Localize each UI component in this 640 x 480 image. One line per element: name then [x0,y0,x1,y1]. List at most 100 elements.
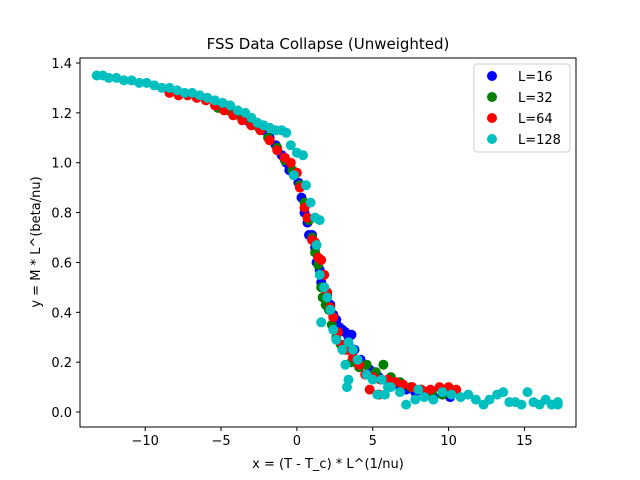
data-point [141,77,152,88]
data-point [322,292,333,303]
legend-box [473,63,571,153]
data-point [446,389,457,400]
x-tick-label: −10 [132,434,159,449]
data-point [378,359,389,370]
data-point [367,374,378,385]
data-point [364,384,375,395]
data-point [202,92,213,103]
legend: L=16 L=32 L=64 L=128 [473,63,571,153]
series-l128 [91,70,563,410]
data-point [187,87,198,98]
data-point [340,359,351,370]
data-point [126,75,137,86]
data-point [337,344,348,355]
legend-marker-l32 [487,92,497,102]
data-point [331,334,342,345]
data-point [194,90,205,101]
x-tick-label: 5 [369,434,377,449]
y-tick-label: 1.2 [51,107,72,122]
data-point [316,317,327,328]
y-tick-label: 1.0 [51,157,72,172]
data-point [232,105,243,116]
data-point [328,324,339,335]
data-point [134,77,145,88]
legend-label-l16: L=16 [518,70,553,85]
data-point [298,150,308,161]
x-tick-label: 10 [440,434,457,449]
data-point [455,392,466,403]
x-axis: −10 −5 0 5 10 15 [132,427,533,449]
y-tick-label: 0.2 [51,356,72,371]
y-axis-title: y = M * L^(beta/nu) [29,176,44,307]
data-point [343,374,354,385]
data-point [311,240,322,250]
data-point [382,382,393,393]
data-point [498,387,509,398]
legend-label-l32: L=32 [518,91,553,106]
data-point [325,304,336,315]
data-point [372,389,383,400]
plot-frame [79,57,577,428]
y-tick-label: 0.6 [51,256,72,271]
data-point [395,387,405,398]
data-point [376,374,387,385]
plot-points [91,70,563,410]
y-tick-label: 0.8 [51,207,72,222]
data-point [285,157,296,168]
data-point [522,387,533,398]
data-point [401,399,412,410]
data-point [288,170,299,181]
legend-label-l64: L=64 [518,112,553,127]
data-point [342,382,352,393]
data-point [225,100,236,111]
data-point [111,72,122,83]
y-axis: 0.0 0.2 0.4 0.6 0.8 1.0 1.2 1.4 [51,57,80,421]
data-point [343,337,354,348]
legend-marker-l16 [487,71,497,81]
y-tick-label: 0.4 [51,306,72,321]
data-point [164,82,175,93]
data-point [285,140,296,151]
data-point [316,255,327,265]
chart-title: FSS Data Collapse (Unweighted) [207,35,450,53]
y-tick-label: 0.0 [51,406,72,421]
data-point [210,95,220,106]
x-tick-label: 15 [516,434,533,449]
data-point [398,379,409,390]
data-point [301,180,311,191]
data-point [314,215,325,226]
legend-marker-l128 [487,134,497,144]
data-point [437,387,448,398]
data-point [281,127,292,138]
data-point [379,389,390,400]
data-point [463,389,474,400]
data-point [361,359,372,370]
data-point [119,75,129,86]
data-point [103,72,114,83]
data-point [425,384,436,395]
data-point [413,384,424,395]
data-point [149,80,160,91]
data-point [552,399,563,410]
x-tick-label: 0 [293,434,301,449]
data-point [328,312,339,323]
data-point [272,145,283,156]
data-point [352,354,363,365]
y-tick-label: 1.4 [51,57,72,72]
legend-label-l128: L=128 [518,133,561,148]
data-point [428,394,439,405]
x-axis-title: x = (T - T_c) * L^(1/nu) [252,457,404,472]
data-point [156,82,167,93]
data-point [314,269,325,280]
data-point [319,282,330,293]
data-point [264,135,275,146]
x-tick-label: −5 [211,434,230,449]
data-point [348,344,358,355]
data-point [484,394,495,405]
data-point [217,97,228,108]
data-point [516,399,527,410]
data-point [179,87,190,98]
data-point [410,394,421,405]
data-point [470,394,481,405]
